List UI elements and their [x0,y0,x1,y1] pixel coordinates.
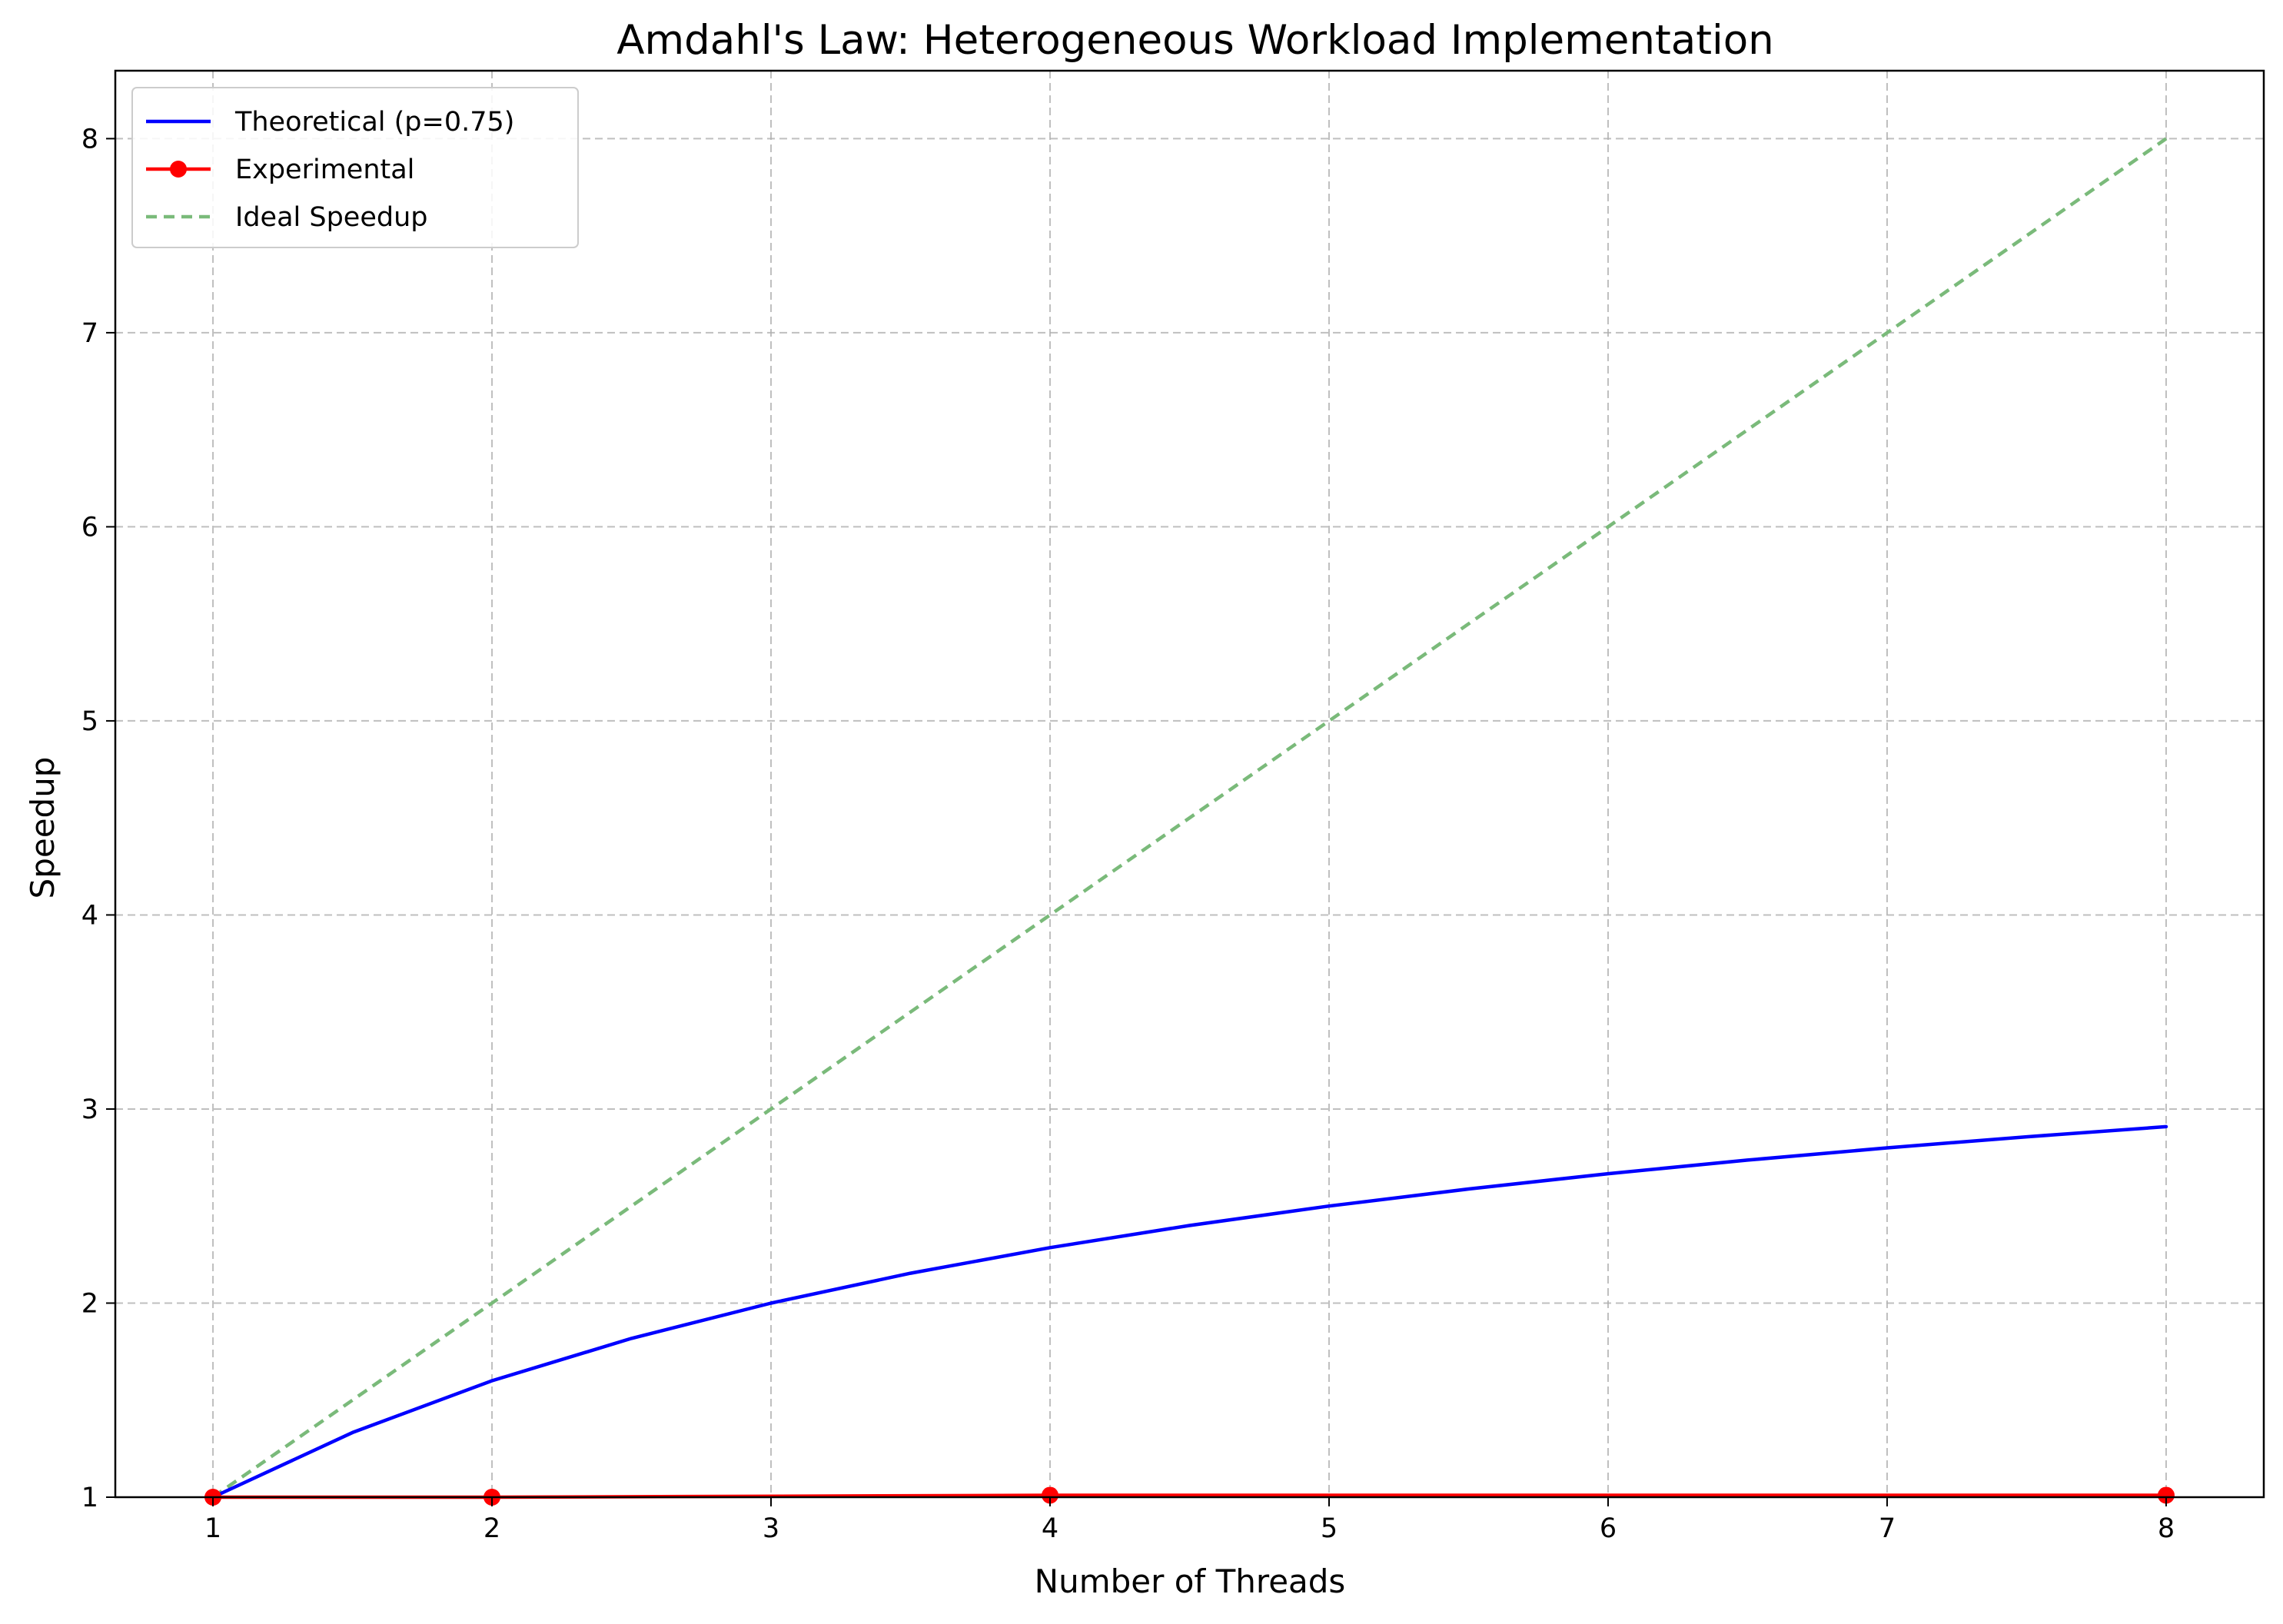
plot-frame [114,69,2265,1499]
data-point-experimental [1042,1486,1059,1504]
series-line-theoretical-p-0-75 [211,1124,2168,1499]
x-tick-label: 7 [1879,1513,1896,1544]
x-tick-label: 8 [2158,1513,2175,1544]
legend-label-theoretical-p-0-75: Theoretical (p=0.75) [234,107,514,138]
data-point-experimental [2157,1486,2175,1504]
legend-marker-experimental [170,161,187,178]
legend: Theoretical (p=0.75) Experimental Ideal Sp… [131,87,579,248]
y-axis-ticks: 1 2 3 4 5 6 7 8 [81,124,115,1513]
x-tick-label: 1 [204,1513,221,1544]
x-tick-label: 3 [763,1513,779,1544]
y-tick-label: 3 [81,1094,98,1125]
x-axis-ticks: 1 2 3 4 5 6 7 8 [204,1497,2175,1544]
x-tick-label: 2 [484,1513,500,1544]
grid [115,71,2264,1498]
series-line-ideal-speedup [211,137,2168,1499]
x-axis-label: Number of Threads [1035,1563,1346,1600]
legend-label-ideal-speedup: Ideal Speedup [235,202,428,233]
y-tick-label: 8 [81,124,98,154]
y-tick-label: 5 [81,706,98,737]
y-tick-label: 6 [81,512,98,543]
y-tick-label: 2 [81,1288,98,1319]
y-axis-label: Speedup [24,757,61,899]
chart-title: Amdahl's Law: Heterogeneous Workload Imp… [616,17,1774,64]
legend-label-experimental: Experimental [235,154,414,185]
x-tick-label: 6 [1600,1513,1617,1544]
y-tick-label: 7 [81,318,98,349]
x-tick-label: 5 [1321,1513,1338,1544]
y-tick-label: 1 [81,1483,98,1513]
x-tick-label: 4 [1042,1513,1058,1544]
y-tick-label: 4 [81,900,98,931]
legend-box [131,87,579,248]
